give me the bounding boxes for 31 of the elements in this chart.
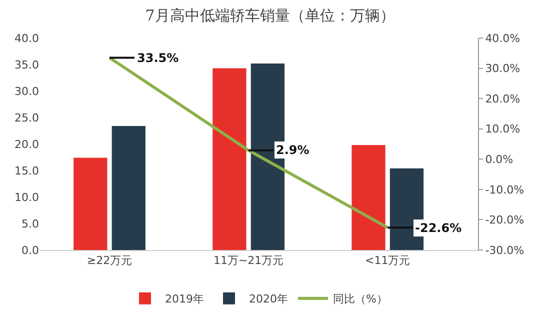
y2-tick-label: -10.0% <box>485 183 524 196</box>
y2-tick-label: 30.0% <box>485 62 520 76</box>
y-tick-label: 25.0 <box>14 111 39 124</box>
chart-title: 7月高中低端轿车销量（单位：万辆） <box>145 6 395 24</box>
x-tick-label: <11万元 <box>365 254 410 268</box>
data-label: 33.5% <box>137 51 179 65</box>
data-label: -22.6% <box>415 221 462 235</box>
bar <box>352 145 386 250</box>
y-tick-label: 0.0 <box>22 244 39 257</box>
bar <box>112 126 146 250</box>
y-tick-label: 15.0 <box>14 164 39 178</box>
data-label: 2.9% <box>276 143 310 157</box>
y2-tick-label: -20.0% <box>485 214 524 227</box>
bar <box>74 158 108 250</box>
x-tick-label: ≥22万元 <box>86 254 132 268</box>
legend-label: 2020年 <box>249 292 288 306</box>
legend-label: 2019年 <box>165 292 204 306</box>
legend-label: 同比（%） <box>333 292 388 306</box>
y-tick-label: 35.0 <box>14 58 39 72</box>
y-tick-label: 40.0 <box>14 32 39 45</box>
y-tick-label: 20.0 <box>14 138 39 151</box>
y-tick-label: 10.0 <box>14 190 39 204</box>
y-tick-label: 5.0 <box>22 217 39 230</box>
y2-tick-label: 40.0% <box>485 32 520 45</box>
y2-tick-label: 20.0% <box>485 92 520 106</box>
y-tick-label: 30.0 <box>14 84 39 98</box>
y2-tick-label: -30.0% <box>485 244 524 257</box>
y2-tick-label: 10.0% <box>485 122 520 136</box>
bar <box>212 68 246 250</box>
x-tick-label: 11万~21万元 <box>213 254 284 268</box>
y2-tick-label: 0.0% <box>485 152 514 166</box>
